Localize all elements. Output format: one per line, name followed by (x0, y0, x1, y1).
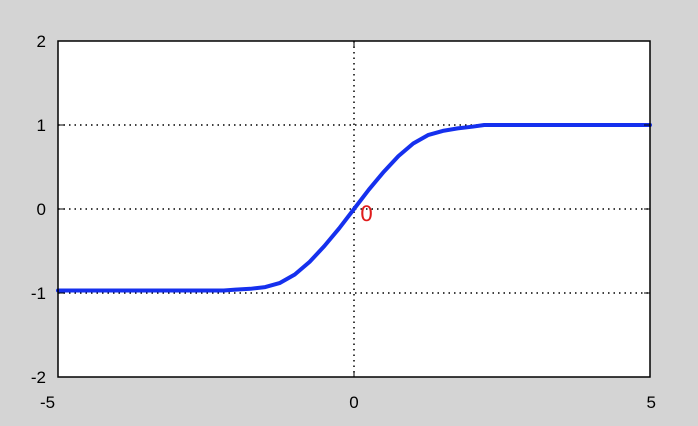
annotations: 0 (360, 202, 373, 226)
y-tick-label: -2 (31, 368, 46, 387)
y-tick-label: 1 (37, 116, 46, 135)
y-tick-label: 2 (37, 32, 46, 51)
grid-lines (58, 41, 650, 377)
series-lines (56, 123, 652, 293)
series-line (56, 123, 652, 293)
axis-ticks (57, 40, 651, 378)
annotation-label: 0 (360, 202, 373, 226)
y-tick-label: 0 (37, 200, 46, 219)
tick-labels: -5 0 5 -2 -1 0 1 2 (31, 32, 656, 412)
x-tick-label: 5 (647, 393, 656, 412)
y-tick-label: -1 (31, 284, 46, 303)
x-tick-label: -5 (40, 393, 55, 412)
x-tick-label: 0 (349, 393, 358, 412)
